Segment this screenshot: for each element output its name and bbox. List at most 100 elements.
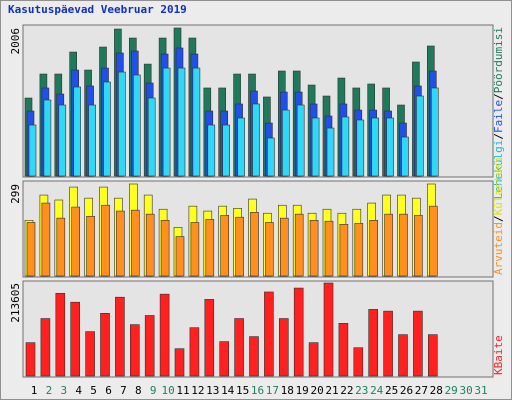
x-tick-label: 4 — [75, 384, 82, 397]
bar — [204, 299, 215, 377]
bar — [55, 292, 66, 377]
bar — [386, 117, 394, 177]
bar — [326, 127, 335, 177]
bar — [338, 323, 349, 377]
x-tick-label: 24 — [370, 384, 384, 397]
bar — [278, 318, 289, 377]
bar — [103, 81, 111, 177]
bar — [265, 222, 274, 277]
bar — [371, 117, 380, 177]
bar — [26, 222, 36, 277]
x-tick-label: 10 — [161, 384, 174, 397]
bar — [222, 124, 230, 177]
bar — [88, 104, 96, 177]
bar — [41, 202, 51, 277]
bar — [324, 220, 334, 277]
x-tick-label: 11 — [176, 384, 189, 397]
bar — [430, 87, 439, 177]
bar — [235, 216, 244, 277]
bar — [207, 124, 216, 177]
legend: KBaite — [492, 335, 505, 375]
x-tick-label: 27 — [415, 384, 428, 397]
legend-entry: KBaite — [492, 335, 505, 375]
bar — [58, 104, 67, 177]
x-tick-label: 3 — [60, 384, 67, 397]
x-tick-label: 16 — [251, 384, 264, 397]
bar — [131, 209, 140, 277]
bar — [250, 212, 259, 277]
bar — [73, 86, 81, 177]
bar — [25, 342, 36, 377]
bar — [252, 103, 260, 177]
bar — [159, 293, 170, 377]
legend-separator: / — [492, 93, 505, 100]
x-tick-label: 9 — [150, 384, 157, 397]
bar — [86, 216, 95, 277]
legend-entry: Arvuteid — [492, 222, 505, 275]
x-tick-label: 5 — [90, 384, 97, 397]
bar — [339, 224, 349, 277]
bar — [205, 219, 215, 277]
bar — [43, 99, 52, 177]
x-tick-label: 25 — [385, 384, 398, 397]
bar — [341, 116, 350, 177]
bar — [311, 117, 320, 177]
bar — [369, 220, 379, 277]
bar — [383, 310, 393, 377]
bar — [144, 315, 155, 377]
x-tick-label: 12 — [191, 384, 204, 397]
bar — [177, 67, 186, 177]
bar — [160, 220, 170, 277]
bar — [237, 117, 245, 177]
legend-separator: / — [492, 215, 505, 222]
bar — [147, 97, 156, 177]
bar — [174, 348, 185, 377]
x-tick-label: 18 — [281, 384, 294, 397]
bar — [354, 223, 364, 277]
bar — [249, 336, 259, 377]
bar — [189, 327, 200, 377]
bar — [100, 313, 110, 377]
x-tick-label: 13 — [206, 384, 219, 397]
bar — [267, 137, 275, 177]
legend: Lehekülgi/Faile/Pöördumisi — [492, 27, 505, 199]
x-tick-label: 8 — [135, 384, 142, 397]
bar — [85, 331, 95, 377]
x-tick-label: 1 — [31, 384, 38, 397]
bar — [28, 124, 37, 177]
bar — [323, 282, 334, 377]
legend-entry: Lehekülgi — [492, 140, 505, 200]
bar — [279, 217, 289, 277]
bar — [413, 310, 423, 377]
bar — [162, 67, 171, 177]
bar — [296, 104, 305, 177]
bar — [414, 215, 423, 277]
x-tick-label: 22 — [340, 384, 353, 397]
bar — [353, 347, 364, 377]
bar — [192, 67, 201, 177]
legend-separator: / — [492, 133, 505, 140]
bar — [294, 213, 304, 277]
x-tick-label: 15 — [236, 384, 249, 397]
bar — [101, 204, 110, 277]
bar — [368, 309, 379, 377]
bar — [281, 109, 290, 177]
x-tick-label: 6 — [105, 384, 112, 397]
legend-entry: Pöördumisi — [492, 27, 505, 93]
bar — [264, 291, 274, 377]
bar — [220, 215, 229, 277]
bar — [401, 136, 409, 177]
bar — [190, 222, 200, 277]
legend-entry: Faile — [492, 100, 505, 133]
bar — [356, 119, 365, 177]
x-tick-label: 21 — [325, 384, 338, 397]
chart-title: Kasutuspäevad Veebruar 2019 — [8, 3, 187, 16]
bar — [70, 301, 80, 377]
bar — [234, 318, 244, 377]
bar — [118, 71, 126, 177]
x-tick-label: 31 — [474, 384, 487, 397]
bar — [116, 210, 125, 277]
y-tick-label: 213605 — [9, 283, 22, 323]
x-tick-label: 30 — [459, 384, 472, 397]
